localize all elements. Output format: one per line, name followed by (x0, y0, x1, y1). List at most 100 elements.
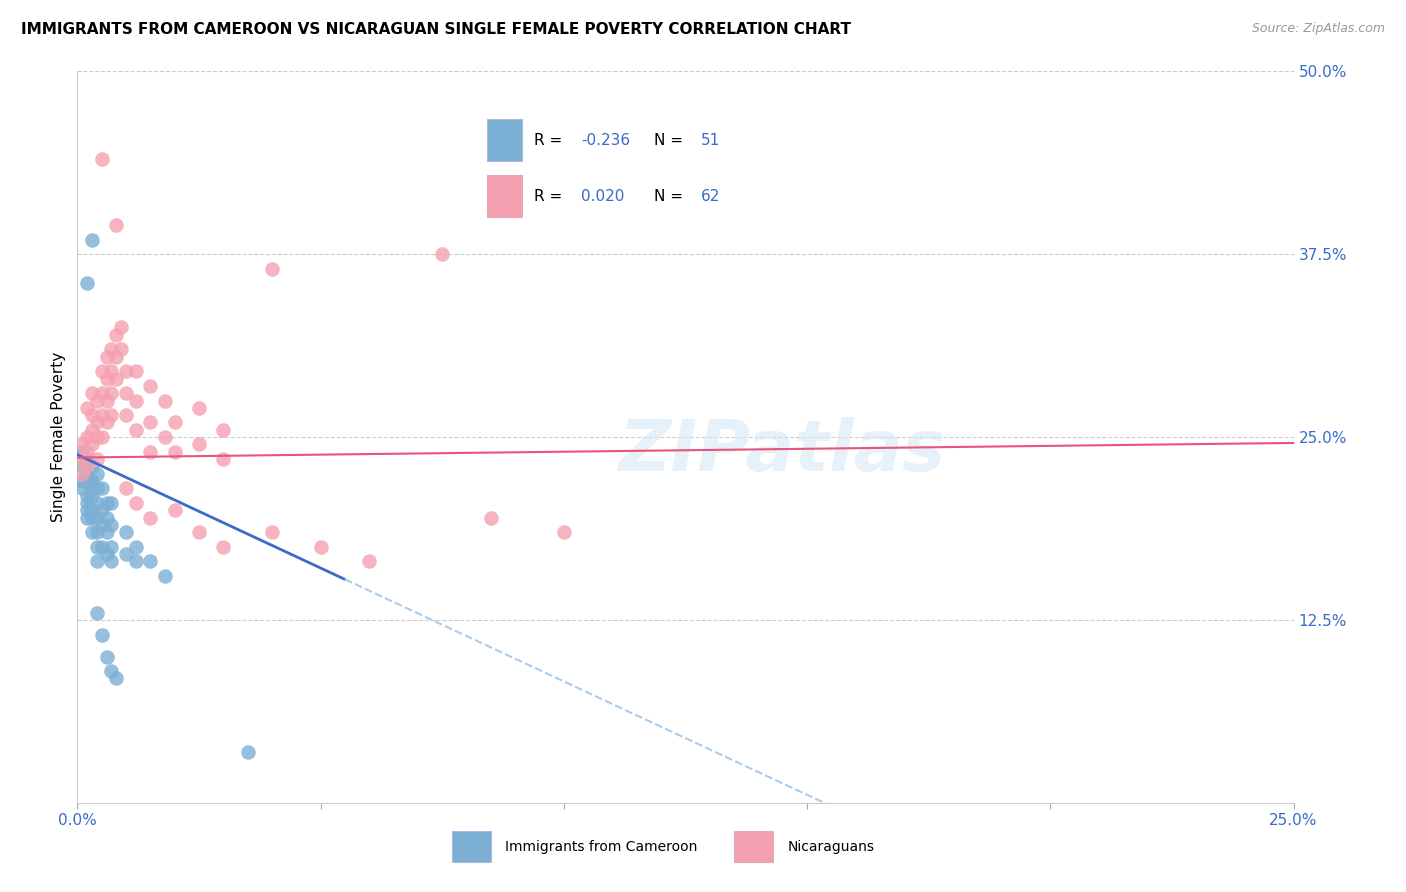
Point (188, 437, 211, 451)
Point (153, 430, 176, 444)
Point (188, 401, 211, 415)
Point (100, 386, 122, 401)
Point (86, 496, 108, 510)
Point (96, 525, 118, 540)
Point (139, 510, 162, 524)
Point (90, 503, 112, 517)
Point (76, 401, 98, 415)
Point (163, 416, 186, 430)
Point (90, 364, 112, 378)
Point (100, 408, 122, 422)
Point (90, 430, 112, 444)
Point (86, 416, 108, 430)
Point (96, 416, 118, 430)
Point (105, 327, 128, 342)
Point (70, 467, 93, 481)
Point (86, 393, 108, 408)
Point (153, 569, 176, 583)
Point (96, 371, 118, 385)
Point (80, 233, 103, 247)
Point (76, 489, 98, 503)
Point (96, 393, 118, 408)
Point (76, 459, 98, 474)
Point (163, 503, 186, 517)
Point (125, 364, 148, 378)
Point (212, 452, 235, 467)
Y-axis label: Single Female Poverty: Single Female Poverty (51, 352, 66, 522)
Point (212, 540, 235, 554)
Point (236, 745, 259, 759)
Point (90, 517, 112, 532)
Point (100, 540, 122, 554)
Point (76, 503, 98, 517)
Point (76, 430, 98, 444)
Point (100, 496, 122, 510)
Point (76, 496, 98, 510)
Point (80, 510, 103, 524)
Point (96, 496, 118, 510)
Point (100, 343, 122, 357)
Point (70, 437, 93, 451)
Point (96, 350, 118, 364)
Point (125, 540, 148, 554)
Point (125, 423, 148, 437)
Point (139, 416, 162, 430)
Point (260, 261, 283, 276)
Point (153, 393, 176, 408)
Point (115, 386, 138, 401)
Point (90, 386, 112, 401)
Point (86, 540, 108, 554)
Point (86, 606, 108, 620)
Point (479, 510, 502, 524)
Point (139, 379, 162, 393)
Point (80, 386, 103, 401)
Point (86, 525, 108, 540)
Point (76, 474, 98, 488)
Point (86, 452, 108, 467)
Point (100, 664, 122, 678)
Point (115, 364, 138, 378)
Point (96, 510, 118, 524)
Point (553, 525, 575, 540)
Point (100, 554, 122, 568)
Point (70, 474, 93, 488)
Point (80, 437, 103, 451)
Point (90, 408, 112, 422)
Point (212, 423, 235, 437)
Point (115, 547, 138, 561)
Point (86, 467, 108, 481)
Point (76, 452, 98, 467)
Text: Source: ZipAtlas.com: Source: ZipAtlas.com (1251, 22, 1385, 36)
Point (80, 423, 103, 437)
Point (80, 489, 103, 503)
Point (430, 247, 453, 261)
Point (105, 350, 128, 364)
Point (96, 547, 118, 561)
Point (125, 393, 148, 408)
Point (80, 481, 103, 495)
Point (90, 152, 112, 166)
Point (76, 444, 98, 458)
Point (110, 320, 132, 334)
Point (139, 444, 162, 458)
Point (80, 474, 103, 488)
Point (76, 467, 98, 481)
Point (70, 481, 93, 495)
Point (163, 444, 186, 458)
Point (90, 481, 112, 495)
Point (80, 525, 103, 540)
Point (139, 554, 162, 568)
Point (70, 452, 93, 467)
Point (100, 364, 122, 378)
Point (86, 481, 108, 495)
Point (76, 277, 98, 291)
Point (86, 430, 108, 444)
Point (90, 540, 112, 554)
Point (260, 525, 283, 540)
Point (125, 554, 148, 568)
Point (105, 218, 128, 232)
Point (105, 672, 128, 686)
Point (70, 444, 93, 458)
Point (115, 525, 138, 540)
Point (80, 408, 103, 422)
